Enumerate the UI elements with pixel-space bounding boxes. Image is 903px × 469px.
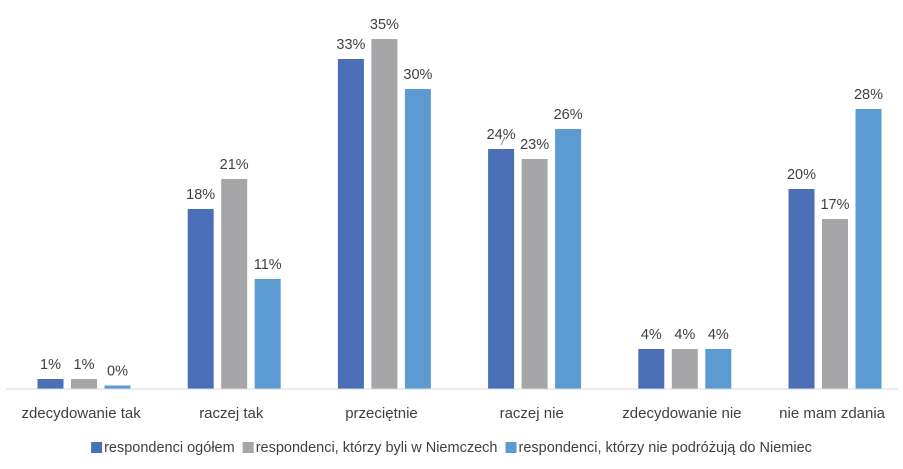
data-label-3-5: 4% xyxy=(708,327,729,343)
bar-3-3 xyxy=(404,89,431,389)
data-label-3-3: 30% xyxy=(403,67,432,83)
data-label-1-2: 18% xyxy=(186,187,215,203)
data-label-3-2: 11% xyxy=(254,257,282,273)
bar-2-6 xyxy=(822,219,848,389)
bar-1-4 xyxy=(488,149,515,389)
data-label-3-4: 26% xyxy=(554,107,583,123)
legend-marker-3 xyxy=(505,442,517,453)
x-tick-label-3: przeciętnie xyxy=(345,405,418,422)
data-label-3-1: 0% xyxy=(107,364,128,380)
x-tick-label-6: nie mam zdania xyxy=(779,405,886,422)
bar-2-2 xyxy=(221,179,248,389)
bar-1-2 xyxy=(187,209,214,389)
data-label-2-1: 1% xyxy=(74,357,95,373)
bar-3-1 xyxy=(104,385,131,389)
data-label-1-5: 4% xyxy=(641,327,662,343)
bar-2-4 xyxy=(521,159,548,389)
bar-3-4 xyxy=(555,129,582,389)
bar-1-3 xyxy=(337,59,364,389)
legend-label-2: respondenci, którzy byli w Niemczech xyxy=(256,440,498,456)
legend: respondenci ogółem respondenci, którzy by… xyxy=(91,440,812,456)
data-label-1-4: 24% xyxy=(487,127,516,143)
data-label-2-2: 21% xyxy=(220,157,249,173)
legend-label-1: respondenci ogółem xyxy=(104,440,235,456)
bar-3-2 xyxy=(254,279,281,389)
x-tick-label-4: raczej nie xyxy=(500,405,564,422)
legend-marker-2 xyxy=(242,442,254,453)
bars-layer xyxy=(37,39,882,389)
data-label-2-4: 23% xyxy=(520,137,549,153)
data-label-2-5: 4% xyxy=(674,327,695,343)
legend-label-3: respondenci, którzy nie podróżują do Nie… xyxy=(519,440,812,456)
data-label-3-6: 28% xyxy=(854,87,883,103)
legend-marker-1 xyxy=(91,442,103,453)
data-label-1-6: 20% xyxy=(787,167,816,183)
x-tick-label-5: zdecydowanie nie xyxy=(622,405,741,422)
x-tick-label-1: zdecydowanie tak xyxy=(21,405,141,422)
bar-1-5 xyxy=(638,349,665,389)
data-label-2-6: 17% xyxy=(820,197,849,213)
data-label-1-1: 1% xyxy=(40,357,61,373)
x-tick-label-2: raczej tak xyxy=(199,405,264,422)
bar-2-3 xyxy=(371,39,398,389)
bar-2-5 xyxy=(671,349,698,389)
bar-3-6 xyxy=(855,109,882,389)
data-label-1-3: 33% xyxy=(336,37,365,53)
data-labels-layer: 1% 1% 0% 18% 21% 11% 33% 35% 30% 24%23% 26% 4% 4% 4% 2… xyxy=(40,17,883,380)
data-label-2-3: 35% xyxy=(370,17,399,33)
data-label-leader-line xyxy=(500,136,506,146)
bar-1-1 xyxy=(37,379,64,389)
bar-3-5 xyxy=(705,349,732,389)
bar-1-6 xyxy=(788,189,815,389)
bar-2-1 xyxy=(71,379,97,389)
x-axis-tick-labels: zdecydowanie tak raczej tak przeciętnie rac… xyxy=(21,405,885,422)
